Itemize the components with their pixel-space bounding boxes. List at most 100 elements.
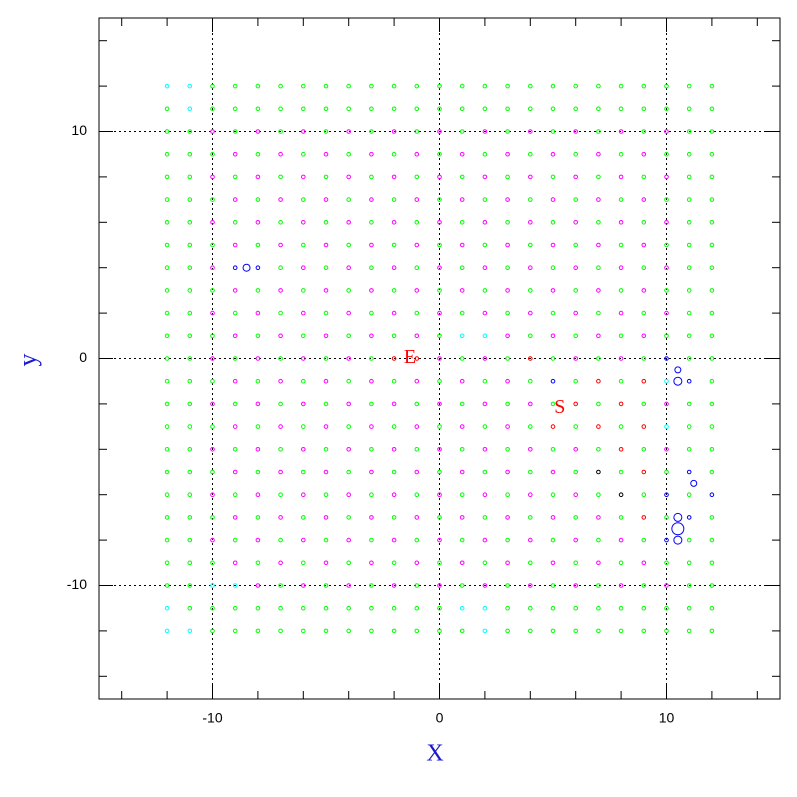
point [437, 378, 442, 384]
point [369, 106, 374, 112]
point [301, 469, 306, 475]
point [391, 242, 397, 248]
point [459, 583, 465, 588]
point [164, 628, 170, 634]
point [437, 220, 442, 225]
point [187, 537, 193, 543]
point [437, 447, 442, 452]
point [414, 106, 420, 112]
point [278, 129, 283, 134]
point [709, 378, 715, 384]
point [686, 288, 692, 293]
point [369, 288, 374, 293]
point [323, 83, 329, 89]
point [686, 310, 692, 316]
point [550, 356, 556, 361]
point [664, 628, 669, 634]
point [369, 242, 374, 248]
point [232, 356, 238, 361]
point [187, 197, 193, 202]
point [369, 537, 374, 543]
point [641, 333, 647, 339]
point [391, 333, 397, 339]
point [641, 197, 647, 202]
point [232, 151, 238, 157]
point [641, 83, 647, 89]
point [346, 424, 352, 429]
point [323, 220, 329, 225]
point [709, 560, 715, 566]
point [278, 220, 283, 225]
point [210, 537, 215, 543]
point [210, 469, 215, 475]
point [323, 560, 329, 566]
point [550, 401, 556, 407]
point [505, 537, 510, 543]
x-tick-label: -10 [202, 710, 222, 726]
point [301, 265, 306, 271]
point [437, 174, 442, 180]
point [528, 401, 533, 407]
point [232, 401, 238, 407]
point [618, 288, 624, 293]
point [550, 605, 556, 611]
point [391, 197, 397, 202]
point [482, 197, 488, 202]
y-tick-label: -10 [67, 576, 87, 592]
point [709, 583, 715, 588]
point [346, 265, 352, 271]
point [164, 151, 170, 157]
point [414, 174, 420, 180]
point [414, 515, 420, 520]
point [210, 265, 215, 271]
point [210, 560, 215, 566]
point [346, 515, 352, 520]
point [437, 356, 442, 361]
point [232, 174, 238, 180]
point [482, 424, 488, 429]
point [664, 424, 669, 429]
point [210, 605, 215, 611]
point [346, 310, 352, 316]
point [482, 220, 488, 225]
point [164, 492, 170, 498]
point [573, 129, 579, 134]
point [709, 265, 715, 271]
point [301, 174, 306, 180]
point [641, 537, 647, 543]
point [618, 605, 624, 611]
point [164, 424, 170, 429]
point [459, 83, 465, 89]
point [459, 265, 465, 271]
point [346, 447, 352, 452]
point [232, 469, 238, 475]
point [369, 378, 374, 384]
point [414, 492, 420, 498]
point [232, 605, 238, 611]
point [505, 220, 510, 225]
point [482, 288, 488, 293]
x-tick-label: 0 [436, 710, 444, 726]
point [618, 560, 624, 566]
x-tick-label: 10 [659, 710, 675, 726]
point [414, 378, 420, 384]
point [187, 605, 193, 611]
point [391, 129, 397, 134]
point [686, 174, 692, 180]
point [573, 83, 579, 89]
point [346, 356, 352, 361]
point [686, 401, 692, 407]
point [187, 83, 193, 89]
point [686, 537, 692, 543]
point [709, 605, 715, 611]
point [323, 197, 329, 202]
point [505, 310, 510, 316]
point [573, 447, 579, 452]
point [709, 106, 715, 112]
point [187, 401, 193, 407]
point [301, 605, 306, 611]
point [210, 492, 215, 498]
point [301, 515, 306, 520]
point [255, 605, 261, 611]
point [346, 174, 352, 180]
